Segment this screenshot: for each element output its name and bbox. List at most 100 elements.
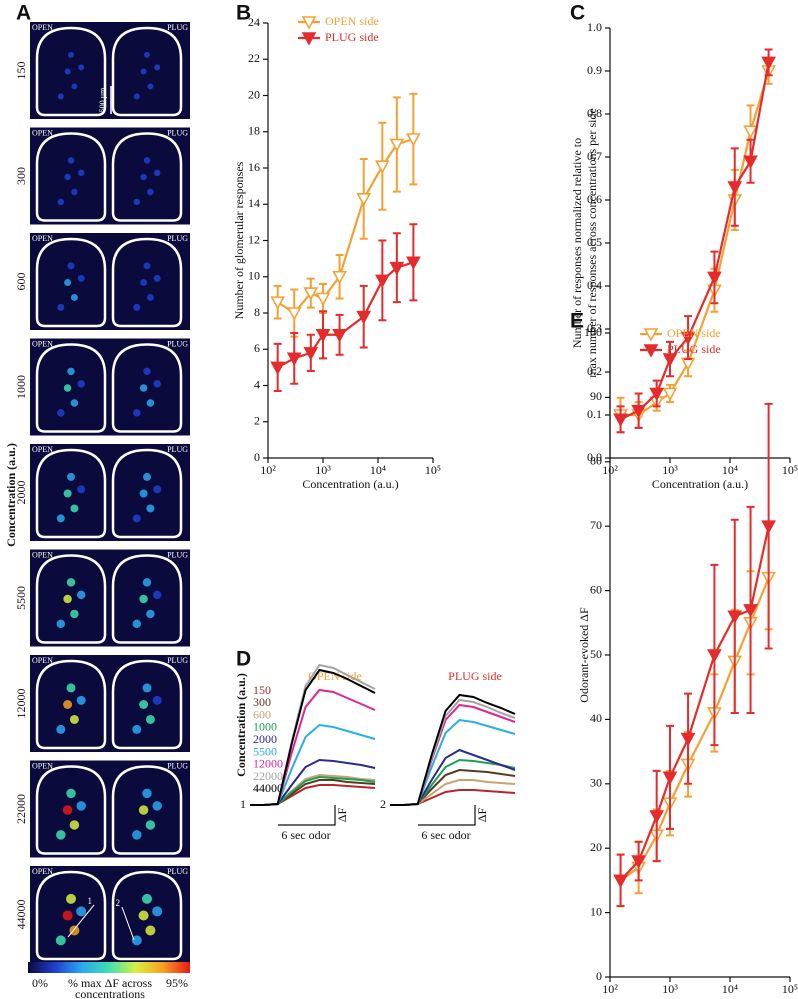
glomerulus bbox=[140, 279, 148, 286]
image-frame bbox=[30, 760, 190, 858]
glomerulus bbox=[142, 683, 152, 693]
legend-label: OPEN side bbox=[667, 326, 721, 340]
marker bbox=[375, 160, 390, 174]
glomerulus bbox=[133, 198, 141, 206]
marker bbox=[375, 274, 390, 289]
row-label: 2000 bbox=[14, 481, 28, 505]
bulb-outline bbox=[111, 870, 183, 961]
glomerulus bbox=[139, 700, 149, 709]
y-tick-label: 1.0 bbox=[587, 20, 602, 34]
marker bbox=[743, 155, 758, 169]
glomerulus bbox=[145, 925, 156, 936]
panel-letter: B bbox=[236, 2, 251, 25]
legend-marker bbox=[301, 16, 317, 30]
bulb-outline bbox=[35, 132, 107, 222]
side-label: PLUG bbox=[167, 128, 188, 137]
side-label: OPEN bbox=[32, 23, 53, 32]
y-tick-label: 0.8 bbox=[587, 106, 602, 120]
image-frame bbox=[30, 233, 190, 330]
bulb-outline bbox=[111, 343, 183, 433]
cell-pointer bbox=[67, 904, 95, 938]
row-label: 150 bbox=[14, 62, 28, 80]
marker bbox=[356, 193, 372, 207]
glomerulus bbox=[146, 504, 155, 513]
legend-label: 22000 bbox=[253, 769, 283, 783]
glomerulus bbox=[77, 274, 85, 282]
cell-marker: 1 bbox=[88, 896, 93, 906]
y-tick-label: 90 bbox=[590, 389, 602, 403]
glomerulus bbox=[143, 157, 151, 164]
image-frame bbox=[30, 127, 190, 225]
glomerulus bbox=[66, 683, 76, 693]
row-label: 12000 bbox=[14, 689, 28, 719]
legend-label: 44000 bbox=[253, 781, 283, 795]
glomerulus bbox=[64, 173, 71, 181]
bulb-outline bbox=[35, 343, 107, 433]
row-label: 44000 bbox=[14, 900, 28, 930]
bulb-outline bbox=[111, 659, 183, 750]
marker bbox=[707, 649, 722, 663]
glomerulus bbox=[76, 801, 86, 811]
scale-bar bbox=[278, 805, 336, 826]
glomerulus bbox=[146, 293, 154, 301]
row-label: 600 bbox=[14, 273, 28, 291]
scale-bar-label: 500 µm bbox=[98, 87, 107, 113]
bulb-outline bbox=[35, 554, 107, 644]
scale-y-label: ΔF bbox=[475, 807, 489, 822]
marker bbox=[727, 610, 743, 625]
legend-label: 150 bbox=[253, 683, 271, 697]
glomerulus bbox=[69, 714, 79, 724]
x-tick-label: 10⁵ bbox=[782, 982, 798, 996]
glomerulus bbox=[70, 399, 79, 407]
marker bbox=[662, 387, 678, 402]
colorbar-label: concentrations bbox=[75, 987, 145, 999]
glomerulus bbox=[63, 489, 72, 498]
glomerulus bbox=[142, 893, 152, 904]
side-label: PLUG bbox=[167, 550, 188, 559]
glomerulus bbox=[143, 367, 151, 376]
series-line bbox=[620, 62, 770, 421]
bulb-outline bbox=[35, 870, 107, 961]
y-tick-label: 10 bbox=[248, 269, 260, 283]
panel-letter: C bbox=[570, 2, 585, 25]
glomerulus bbox=[56, 830, 66, 840]
colorbar-label: % max ΔF across bbox=[68, 976, 152, 990]
series-line bbox=[619, 577, 770, 882]
glomerulus bbox=[57, 409, 65, 417]
trace bbox=[390, 768, 516, 806]
glomerulus bbox=[138, 805, 149, 815]
image-frame bbox=[30, 22, 190, 119]
glomerulus bbox=[132, 830, 142, 840]
x-tick-label: 10⁴ bbox=[370, 463, 386, 477]
glomerulus bbox=[152, 590, 162, 600]
marker bbox=[303, 287, 319, 301]
glomerulus bbox=[138, 910, 149, 921]
marker bbox=[613, 874, 628, 889]
x-axis-label: Concentration (a.u.) bbox=[302, 477, 398, 491]
glomerulus bbox=[70, 504, 79, 513]
glomerulus bbox=[153, 485, 162, 494]
glomerulus bbox=[133, 93, 140, 100]
cell-label: 2 bbox=[380, 797, 386, 811]
glomerulus bbox=[146, 399, 155, 407]
glomerulus bbox=[56, 514, 65, 523]
legend-label: PLUG side bbox=[325, 30, 379, 44]
y-axis-label: Concentration (a.u.) bbox=[4, 443, 18, 547]
row-label: 300 bbox=[14, 167, 28, 185]
glomerulus bbox=[144, 51, 150, 58]
scale-bar bbox=[418, 805, 476, 826]
marker bbox=[631, 404, 646, 419]
glomerulus bbox=[64, 68, 71, 75]
x-tick-label: 10² bbox=[602, 982, 618, 996]
cell-label: 1 bbox=[240, 797, 246, 811]
y-tick-label: 0 bbox=[254, 450, 260, 464]
glomerulus bbox=[69, 820, 80, 830]
x-tick-label: 10³ bbox=[662, 463, 678, 477]
y-tick-label: 100 bbox=[584, 325, 602, 339]
glomerulus bbox=[67, 472, 75, 481]
side-label: PLUG bbox=[167, 867, 188, 876]
marker bbox=[270, 296, 286, 310]
x-tick-label: 10³ bbox=[662, 982, 678, 996]
colorbar-min: 0% bbox=[32, 976, 48, 990]
marker bbox=[332, 328, 347, 343]
